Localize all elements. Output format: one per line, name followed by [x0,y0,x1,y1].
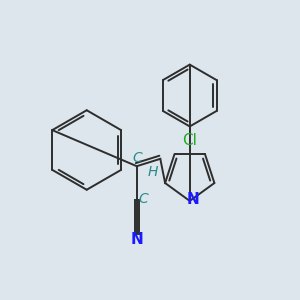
Text: H: H [148,165,158,179]
Text: N: N [130,232,143,247]
Text: Cl: Cl [182,133,197,148]
Text: N: N [187,192,200,207]
Text: C: C [133,151,142,165]
Text: C: C [138,192,148,206]
